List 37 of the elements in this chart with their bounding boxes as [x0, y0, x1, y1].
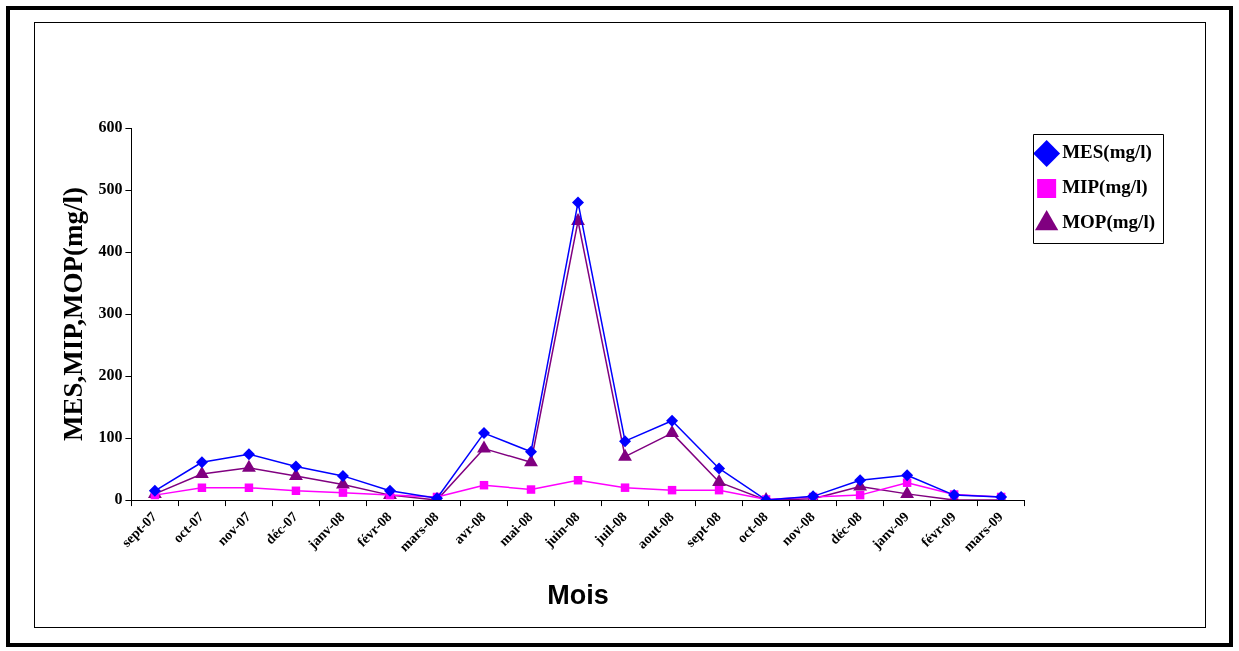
point — [712, 474, 726, 487]
y-tick-label: 600 — [98, 118, 123, 136]
y-tick-label: 200 — [98, 366, 123, 384]
point — [289, 460, 302, 473]
point — [526, 485, 536, 494]
y-tick-label: 500 — [98, 180, 123, 198]
point — [618, 448, 632, 461]
point — [197, 483, 207, 492]
point — [242, 459, 256, 472]
legend-label: MIP(mg/l) — [1062, 176, 1148, 199]
x-axis-title: Mois — [547, 580, 609, 611]
point — [900, 485, 915, 498]
y-tick-label: 400 — [98, 242, 123, 260]
point — [854, 474, 867, 487]
y-tick-label: 0 — [114, 490, 123, 508]
y-axis-title: MES,MIP,MOP(mg/l) — [58, 187, 89, 442]
point — [525, 445, 538, 458]
y-tick-label: 300 — [98, 304, 123, 322]
point — [477, 440, 491, 453]
point — [338, 488, 348, 497]
legend-label: MOP(mg/l) — [1062, 211, 1155, 234]
point — [242, 448, 255, 461]
point — [666, 414, 679, 427]
legend-label: MES(mg/l) — [1062, 141, 1152, 164]
point — [619, 435, 632, 448]
point — [336, 469, 349, 482]
point — [901, 469, 914, 482]
point — [620, 483, 630, 492]
point — [524, 454, 538, 467]
point — [572, 196, 585, 209]
point — [478, 427, 490, 440]
point — [244, 483, 254, 492]
point — [713, 462, 726, 475]
point — [665, 425, 679, 438]
y-tick-label: 100 — [98, 428, 123, 446]
point — [194, 466, 209, 479]
point — [195, 456, 208, 469]
